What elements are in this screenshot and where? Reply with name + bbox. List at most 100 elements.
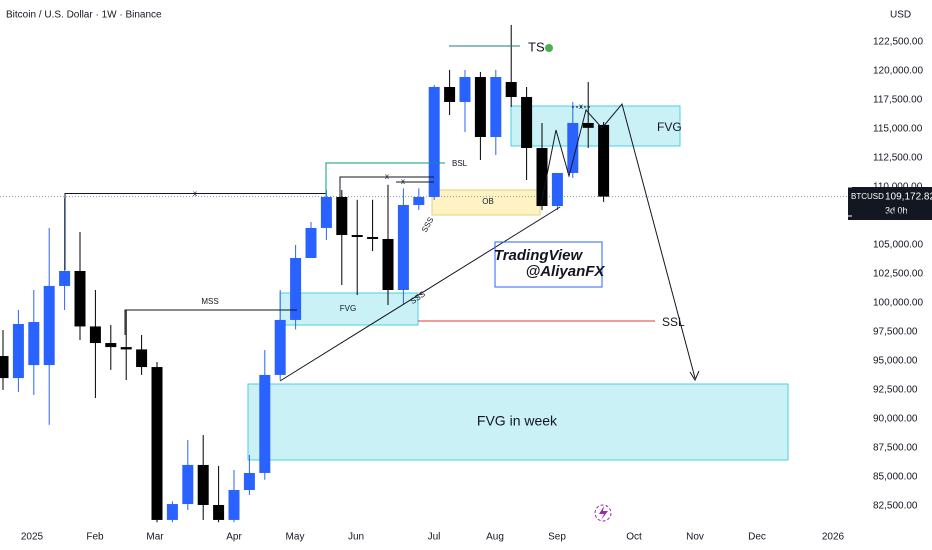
y-tick-label: 90,000.00: [873, 414, 918, 425]
watermark: TradingView: [494, 247, 584, 264]
candle-body: [166, 504, 178, 520]
candle-body: [459, 77, 471, 102]
countdown-label: 3d 0h: [885, 205, 908, 215]
y-tick-label: 92,500.00: [873, 385, 918, 396]
candle-body: [428, 87, 440, 197]
symbol-label: BTCUSD: [851, 192, 884, 201]
candle-body: [474, 77, 486, 138]
x-tick-label: Apr: [226, 532, 242, 543]
y-tick-label: 120,000.00: [873, 66, 923, 77]
fvg-week-label: FVG in week: [477, 413, 558, 429]
y-tick-label: 95,000.00: [873, 356, 918, 367]
level-line: [64, 193, 326, 270]
candle-body: [567, 122, 579, 173]
mss-line: [124, 309, 297, 335]
candle-body: [305, 227, 317, 258]
ssl-label: SSL: [662, 315, 685, 329]
lightning-icon: [594, 504, 612, 522]
x-tick-label: Dec: [748, 532, 766, 543]
y-tick-label: 115,000.00: [873, 124, 923, 135]
candle-body: [505, 82, 517, 97]
x-label: x: [193, 189, 197, 198]
x-label: x: [385, 172, 389, 181]
arrow-head: [689, 370, 700, 382]
x-tick-label: May: [286, 532, 305, 543]
candle-body: [521, 96, 533, 149]
y-tick-label: 112,500.00: [873, 153, 923, 164]
y-tick-label: 117,500.00: [873, 95, 923, 106]
fvg-label: FVG: [340, 304, 356, 313]
x-tick-label: Nov: [686, 532, 704, 543]
candle-body: [213, 504, 225, 520]
drawings: [64, 45, 700, 382]
fvg-week-zone: [247, 383, 789, 461]
candle-body: [397, 204, 409, 291]
bsl-label: BSL: [452, 159, 468, 168]
level-line: [339, 176, 434, 200]
candle-body: [136, 349, 148, 368]
candle-body: [105, 343, 117, 348]
candle-body: [228, 490, 240, 520]
lightning-icon: [599, 506, 608, 520]
y-tick-label: 110,000.00: [873, 182, 923, 193]
candle-body: [336, 196, 348, 236]
ts-icon: [545, 44, 553, 52]
candle-body: [89, 326, 101, 344]
y-tick-label: 85,000.00: [873, 472, 918, 483]
y-tick-label: 107,500.00: [873, 211, 923, 222]
candle-body: [490, 77, 502, 138]
candle-body: [0, 356, 9, 379]
fvg-zone: [510, 105, 681, 147]
ob-zone: [431, 189, 541, 216]
candle-body: [382, 238, 394, 291]
candle-body: [582, 122, 594, 128]
candle-body: [28, 322, 40, 366]
x-label: x: [401, 177, 405, 186]
candle-body: [151, 367, 163, 520]
y-tick-label: 122,500.00: [873, 37, 923, 48]
watermark: @AliyanFX: [526, 263, 606, 280]
x-tick-label: Mar: [146, 532, 164, 543]
x-label: x: [579, 102, 583, 111]
sss-label: SSS: [420, 216, 436, 234]
candle-body: [197, 464, 209, 505]
candle-body: [413, 196, 425, 205]
ob-label: OB: [482, 197, 494, 206]
y-tick-label: 100,000.00: [873, 298, 923, 309]
y-tick-label: 105,000.00: [873, 240, 923, 251]
bsl-line: [325, 162, 445, 197]
candle-body: [351, 235, 363, 238]
y-tick-label: 87,500.00: [873, 443, 918, 454]
candle-body: [120, 347, 132, 350]
chart-title: Bitcoin / U.S. Dollar · 1W · Binance: [6, 10, 162, 21]
fvg-label: FVG: [657, 120, 682, 134]
currency: USD: [890, 10, 911, 21]
ts-label: TS: [528, 39, 545, 54]
x-tick-label: 2026: [822, 532, 845, 543]
candle-body: [74, 270, 86, 327]
y-tick-label: 82,500.00: [873, 501, 918, 512]
projection-path: [540, 102, 696, 379]
price-tag: [848, 187, 932, 220]
candle-body: [12, 324, 24, 379]
candle-body: [259, 374, 271, 473]
candle-body: [43, 285, 55, 366]
candles: [0, 24, 610, 523]
candle-body: [551, 172, 563, 207]
candle-body: [444, 87, 456, 102]
mss-label: MSS: [201, 297, 218, 306]
candle-body: [320, 196, 332, 228]
trend-line: [279, 206, 561, 382]
y-tick-label: 97,500.00: [873, 327, 918, 338]
x-tick-label: 2025: [21, 532, 44, 543]
x-tick-label: Jul: [428, 532, 441, 543]
candle-body: [367, 237, 379, 239]
candle-body: [290, 257, 302, 320]
candle-body: [274, 319, 286, 375]
x-tick-label: Aug: [486, 532, 504, 543]
x-tick-label: Feb: [86, 532, 104, 543]
candle-body: [598, 124, 610, 197]
candle-body: [243, 472, 255, 491]
last-price-label: 109,172.82: [885, 192, 932, 203]
